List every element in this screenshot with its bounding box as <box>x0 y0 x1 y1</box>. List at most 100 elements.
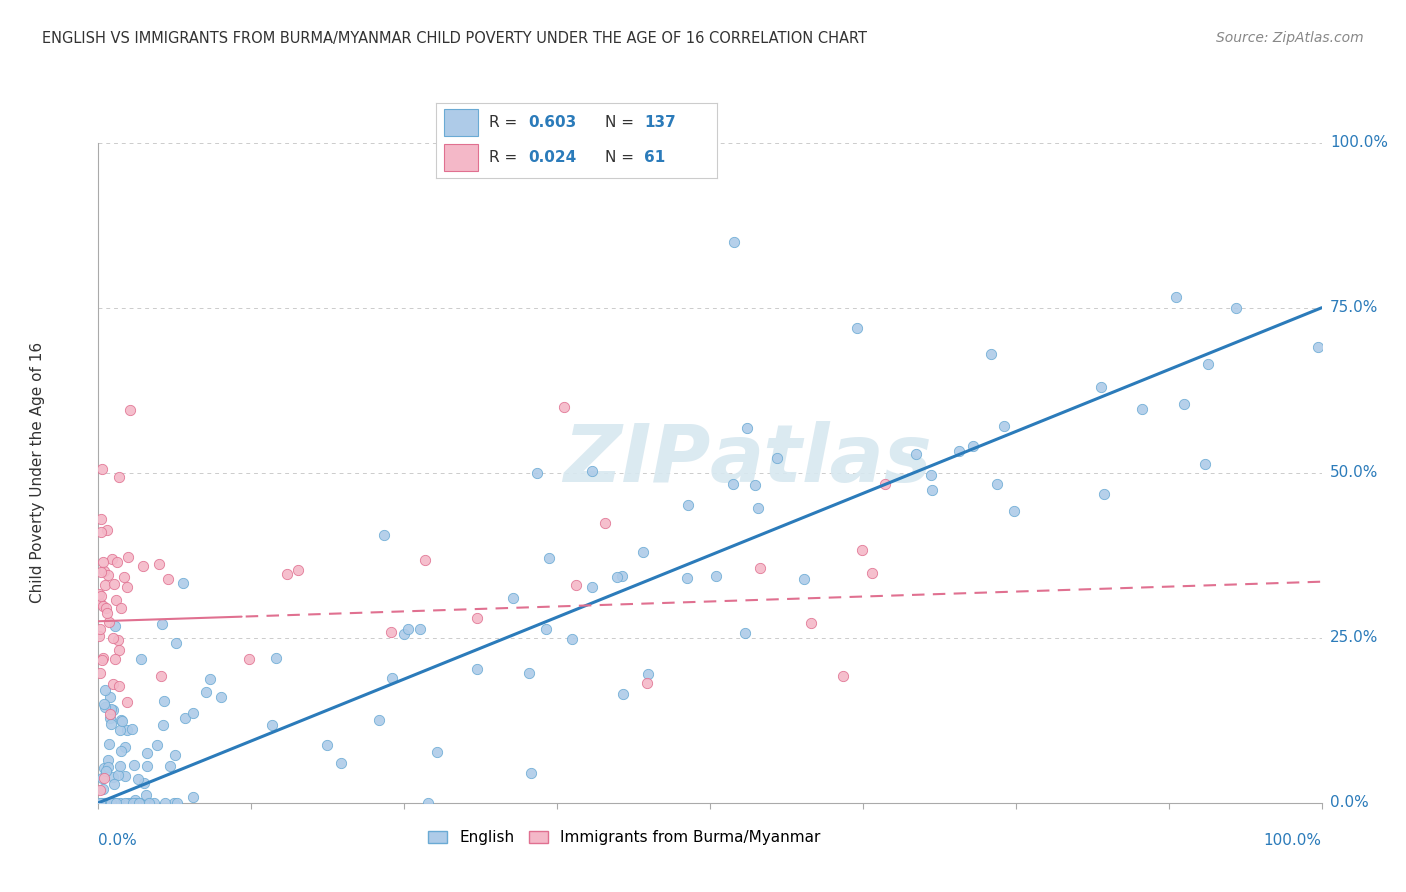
Point <box>426 745 449 759</box>
Point <box>89 596 111 610</box>
Text: ENGLISH VS IMMIGRANTS FROM BURMA/MYANMAR CHILD POVERTY UNDER THE AGE OF 16 CORRE: ENGLISH VS IMMIGRANTS FROM BURMA/MYANMAR… <box>42 31 868 46</box>
Point <box>537 550 560 565</box>
Point <box>238 652 260 666</box>
Point <box>87 587 110 601</box>
Point <box>747 501 769 516</box>
Point <box>128 796 150 810</box>
Point <box>1197 357 1219 371</box>
Point <box>1194 457 1216 471</box>
Point <box>117 550 139 565</box>
Point <box>136 796 159 810</box>
Point <box>418 796 440 810</box>
Text: 137: 137 <box>644 115 676 130</box>
Point <box>90 796 112 810</box>
Point <box>89 796 111 810</box>
Point <box>91 781 114 796</box>
Text: Child Poverty Under the Age of 16: Child Poverty Under the Age of 16 <box>30 343 45 603</box>
Text: 100.0%: 100.0% <box>1264 833 1322 848</box>
Point <box>565 577 588 591</box>
Text: 0.603: 0.603 <box>529 115 576 130</box>
Point <box>993 419 1015 434</box>
Point <box>581 464 603 478</box>
Point <box>104 652 127 666</box>
Point <box>142 796 165 810</box>
Point <box>135 788 157 802</box>
Point <box>980 347 1002 361</box>
Point <box>152 717 174 731</box>
Point <box>89 782 111 797</box>
Point <box>287 562 309 576</box>
Point <box>101 770 124 784</box>
Point <box>110 600 132 615</box>
Point <box>986 476 1008 491</box>
Point <box>860 566 883 580</box>
Point <box>91 599 114 613</box>
Point <box>93 796 115 810</box>
Point <box>103 796 125 810</box>
Point <box>793 572 815 586</box>
Text: 0.0%: 0.0% <box>1330 796 1368 810</box>
Point <box>103 703 125 717</box>
Point <box>737 421 759 435</box>
Point <box>734 625 756 640</box>
Point <box>97 753 120 767</box>
Point <box>948 443 970 458</box>
Text: 50.0%: 50.0% <box>1330 466 1378 480</box>
Point <box>89 665 111 680</box>
Point <box>138 796 160 810</box>
Legend: English, Immigrants from Burma/Myanmar: English, Immigrants from Burma/Myanmar <box>422 824 827 851</box>
Point <box>100 717 122 731</box>
Point <box>94 764 117 778</box>
Point <box>111 714 134 728</box>
Point <box>166 796 188 810</box>
Point <box>114 740 136 755</box>
Point <box>103 677 125 691</box>
Point <box>962 439 984 453</box>
Point <box>122 796 145 810</box>
Point <box>396 622 419 636</box>
Point <box>851 543 873 558</box>
Point <box>195 685 218 699</box>
Point <box>150 616 173 631</box>
Text: 61: 61 <box>644 150 665 165</box>
Point <box>129 652 152 666</box>
Text: R =: R = <box>489 150 523 165</box>
Point <box>90 524 112 539</box>
Point <box>98 690 121 704</box>
Point <box>593 516 616 530</box>
Point <box>1130 401 1153 416</box>
Point <box>100 796 122 810</box>
Point <box>100 796 122 810</box>
Text: 75.0%: 75.0% <box>1330 301 1378 315</box>
Point <box>112 569 135 583</box>
Point <box>132 775 155 789</box>
Point <box>316 738 339 752</box>
Point <box>519 766 541 780</box>
Point <box>90 796 112 810</box>
Point <box>467 611 489 625</box>
Point <box>165 636 187 650</box>
Point <box>1166 290 1188 304</box>
Point <box>103 619 125 633</box>
Text: R =: R = <box>489 115 523 130</box>
Point <box>97 760 120 774</box>
Text: 25.0%: 25.0% <box>1330 631 1378 645</box>
Point <box>721 477 744 491</box>
Point <box>368 713 391 727</box>
Point <box>415 553 437 567</box>
Point <box>845 320 868 334</box>
Point <box>723 235 745 249</box>
Point <box>1004 504 1026 518</box>
Point <box>120 796 142 810</box>
Point <box>581 580 603 594</box>
Point <box>120 403 142 417</box>
Bar <box>444 144 478 171</box>
Point <box>526 466 548 480</box>
Point <box>704 569 727 583</box>
Point <box>1092 487 1115 501</box>
Point <box>749 561 772 575</box>
Point <box>276 567 298 582</box>
Point <box>93 697 115 711</box>
Point <box>104 796 127 810</box>
Point <box>904 447 927 461</box>
